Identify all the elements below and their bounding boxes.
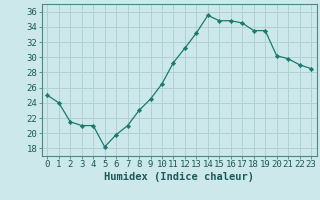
- X-axis label: Humidex (Indice chaleur): Humidex (Indice chaleur): [104, 172, 254, 182]
